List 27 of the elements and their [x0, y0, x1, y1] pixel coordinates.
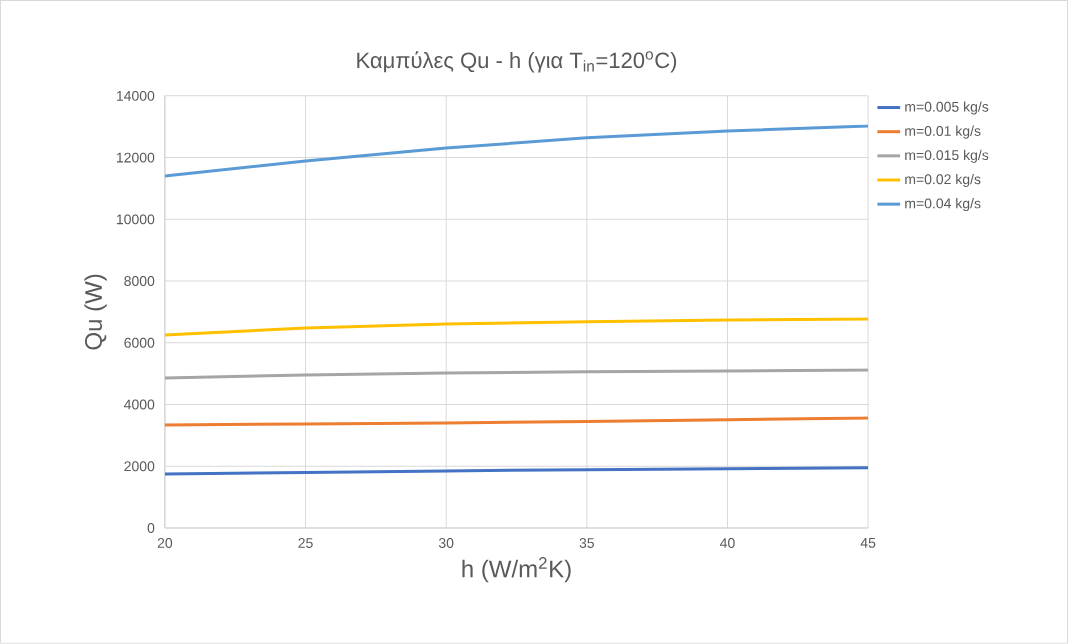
y-tick-label: 12000	[116, 152, 155, 163]
legend-label: m=0.015 kg/s	[905, 149, 989, 163]
y-tick-label: 2000	[124, 461, 155, 472]
x-tick-label: 20	[157, 538, 173, 549]
y-tick-label: 6000	[124, 337, 155, 348]
y-tick-label: 0	[147, 523, 155, 534]
line-series	[164, 466, 869, 476]
legend-label: m=0.02 kg/s	[905, 173, 981, 188]
y-tick-label: 14000	[116, 90, 155, 101]
chart-title: Καμπύλες Qu - h (για T$_{in}$=120$^{o}$C)	[357, 51, 677, 73]
legend-label: m=0.01 kg/s	[905, 125, 981, 139]
y-axis-title: Qu (W)	[84, 274, 107, 350]
x-tick-label: 25	[298, 538, 313, 549]
legend-label: m=0.005 kg/s	[905, 101, 989, 115]
y-tick-label: 8000	[124, 276, 155, 287]
line-series	[164, 317, 869, 337]
x-axis-title: h (W/m$^{2}$K)	[462, 557, 571, 583]
y-tick-label: 10000	[116, 214, 155, 225]
x-tick-label: 45	[860, 538, 876, 548]
line-series	[164, 124, 869, 178]
y-tick-label: 4000	[124, 399, 155, 410]
legend-label: m=0.04 kg/s	[905, 198, 981, 212]
x-tick-label: 30	[438, 538, 454, 549]
x-tick-label: 35	[579, 538, 595, 549]
line-series	[164, 416, 869, 427]
x-tick-label: 40	[719, 538, 735, 549]
line-series	[164, 368, 869, 380]
